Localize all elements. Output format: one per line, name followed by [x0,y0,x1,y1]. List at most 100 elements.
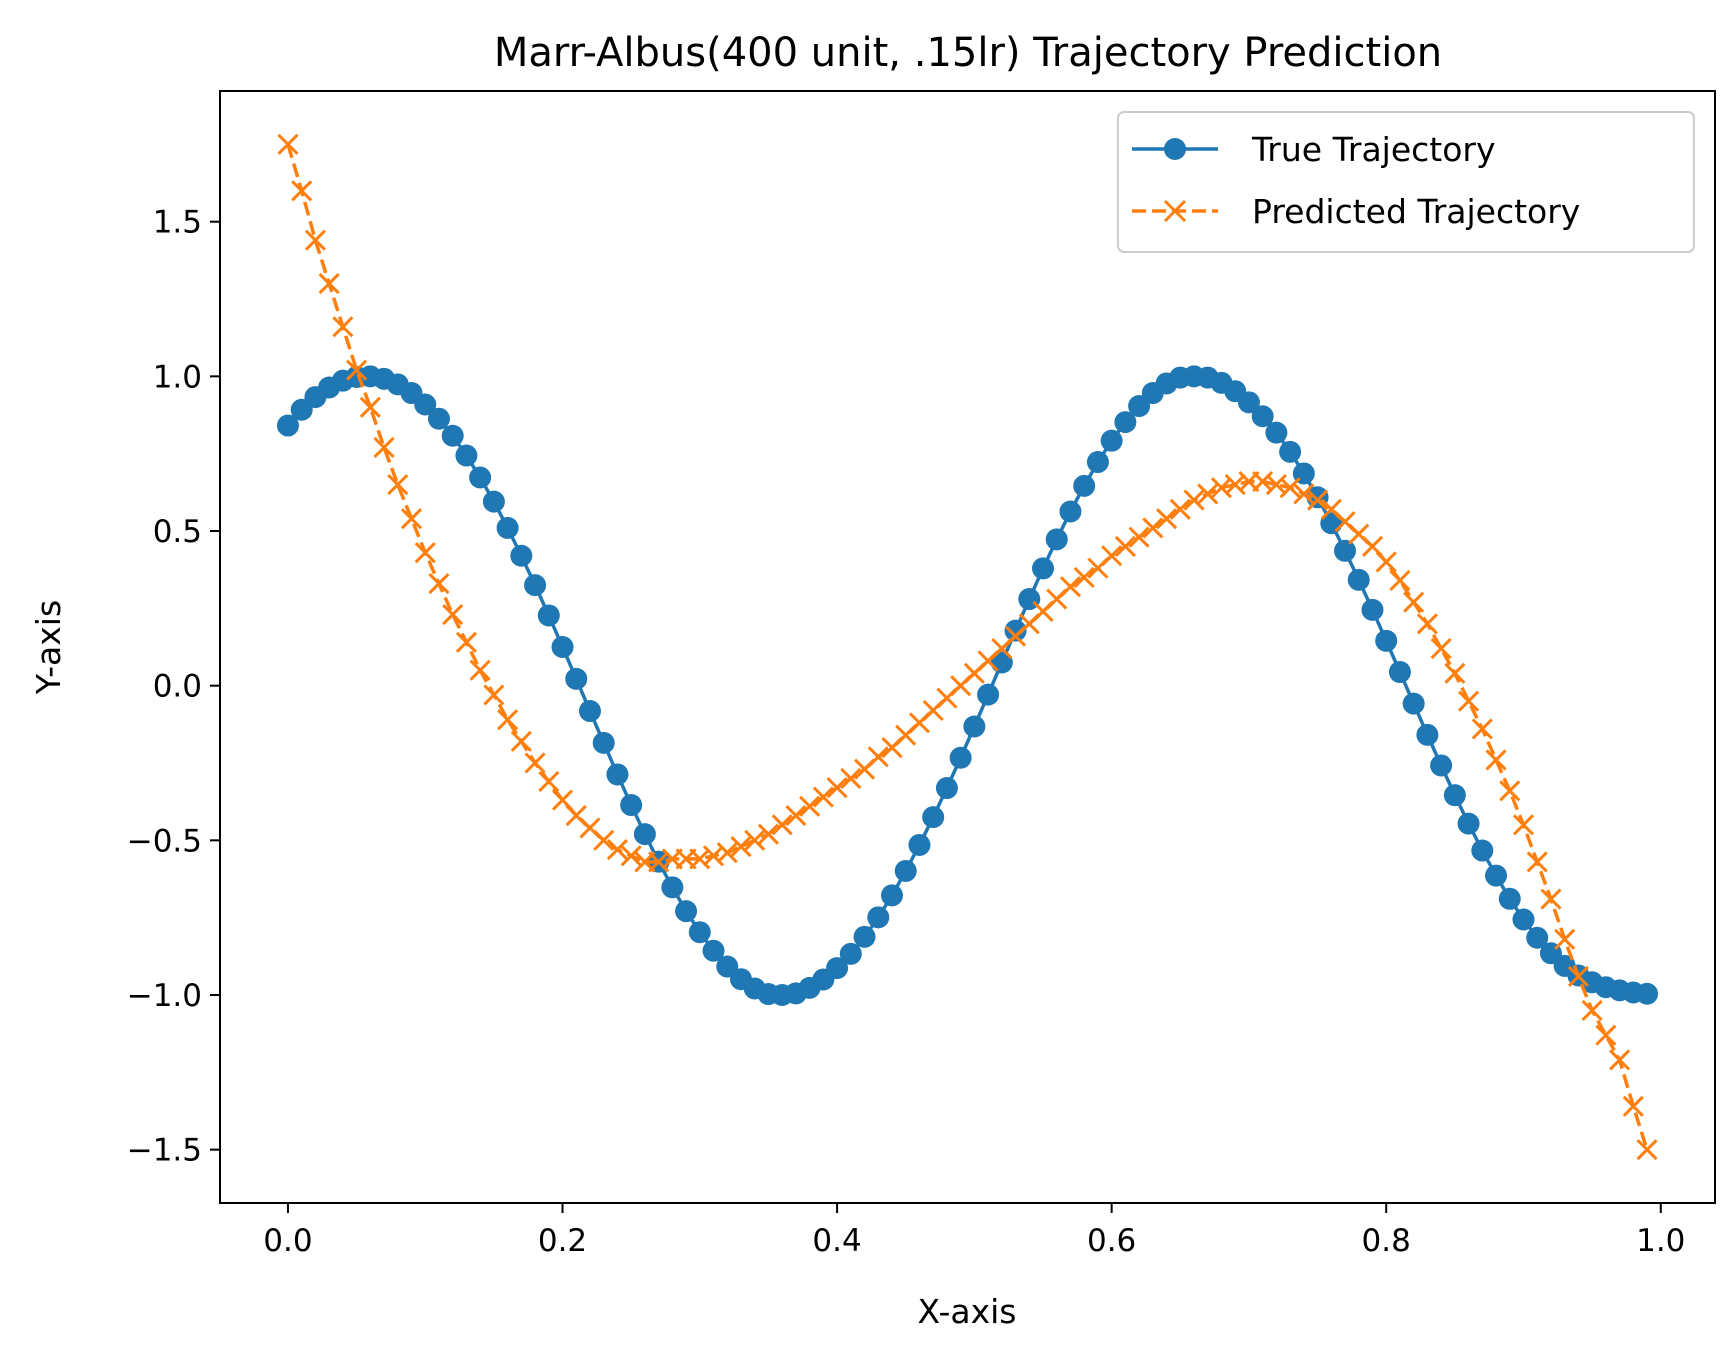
series-0-point-42 [853,925,876,948]
series-0-point-86 [1457,812,1480,835]
series-0-point-72 [1265,421,1288,444]
series-1-point-39 [812,786,834,808]
series-1-point-14 [469,659,491,681]
series-1-point-36 [771,814,793,836]
axes: 0.0 0.2 0.4 0.6 0.8 1.0 −1.5 −1.0 −0.5 0.0 0.5 1.0 1… [127,205,1686,1259]
series-0-point-62 [1128,395,1151,418]
series-1-point-43 [867,746,889,768]
series-1-point-25 [620,845,642,867]
series-1-point-82 [1403,591,1425,613]
legend-true-marker [1164,138,1186,160]
series-1-point-92 [1540,888,1562,910]
series-0-point-19 [537,604,560,627]
series-0-point-16 [496,516,519,539]
series-1-point-1 [291,180,313,202]
series-1-point-7 [373,436,395,459]
legend-predicted-label: Predicted Trajectory [1252,192,1580,231]
series-1-point-10 [414,542,436,564]
series-1-point-95 [1581,999,1603,1022]
series-1-point-9 [400,508,423,530]
series-0-point-12 [441,424,464,447]
series-0-point-81 [1388,661,1411,684]
series-1-point-64 [1155,508,1178,530]
series-0-point-91 [1526,926,1549,949]
series-1-point-6 [359,396,381,418]
y-tick-label-2: −0.5 [127,823,202,859]
plot-frame [219,90,1716,1204]
series-0-point-77 [1334,539,1357,562]
series-1-point-66 [1183,489,1205,511]
series-1-point-8 [387,474,409,496]
series-1-point-19 [538,770,560,793]
series-1-point-85 [1444,662,1466,684]
series-0-point-14 [469,466,492,489]
series-0-point-41 [839,942,862,965]
series-0-point-85 [1443,784,1466,807]
series-1-point-88 [1485,749,1507,771]
series-1-point-63 [1142,517,1164,539]
y-tick-label-6: 1.5 [153,205,202,241]
series-1-point-67 [1197,483,1219,505]
series-0-point-53 [1004,619,1027,642]
legend: True Trajectory Predicted Trajectory [1117,111,1695,253]
series-1-point-34 [744,829,766,851]
series-line-0 [286,374,1648,997]
series-0-point-20 [551,636,574,658]
x-tick-label-5: 1.0 [1636,1223,1685,1259]
series-0-point-44 [880,884,903,907]
series-1-point-58 [1073,566,1095,588]
x-tick-label-2: 0.4 [812,1223,861,1259]
y-axis-label: Y-axis [29,600,68,695]
series-0-point-43 [867,906,890,929]
series-1-point-40 [826,777,848,799]
series-1-point-32 [716,842,738,864]
series-0-point-57 [1059,500,1082,523]
series-0-point-55 [1032,557,1055,580]
series-1-point-98 [1622,1095,1644,1117]
series-1-point-83 [1416,613,1438,635]
legend-true-label: True Trajectory [1251,130,1496,169]
series-1-point-16 [497,709,519,731]
series-1-point-87 [1471,718,1493,740]
series-0-point-78 [1347,568,1370,591]
series-0-point-26 [633,823,656,846]
series-0-point-46 [908,833,931,856]
series-1-point-2 [304,229,326,251]
y-tick-label-1: −1.0 [127,978,202,1014]
series-0-point-80 [1375,629,1398,652]
series-0-point-89 [1498,887,1521,910]
series-0-point-49 [949,746,972,769]
series-1-point-93 [1554,928,1576,950]
y-tick-label-4: 0.5 [153,514,202,550]
series-1-point-97 [1609,1049,1631,1071]
series-1-point-23 [593,829,615,851]
chart-title: Marr-Albus(400 unit, .15lr) Trajectory P… [494,30,1442,76]
series-0-point-13 [455,444,478,467]
series-0-point-29 [675,900,698,923]
series-1-point-75 [1307,489,1329,511]
series-0-point-11 [427,407,450,430]
series-0-point-73 [1279,440,1302,463]
series-1-point-13 [455,631,477,653]
series-0-point-40 [826,957,849,980]
series-0-point-70 [1237,391,1260,414]
x-axis-label: X-axis [918,1292,1017,1331]
series-0-point-50 [963,715,986,738]
series-0-point-45 [894,859,917,882]
series-1-point-35 [757,823,780,845]
plot-area [276,133,1659,1161]
series-0-point-82 [1402,692,1425,715]
series-1-point-41 [840,767,862,790]
series-1-point-90 [1512,814,1535,836]
y-tick-label-5: 1.0 [153,359,202,395]
series-1-point-33 [730,835,752,858]
series-0-point-58 [1073,474,1096,497]
series-0-point-15 [482,490,505,513]
series-1-point-74 [1293,483,1315,505]
series-1-point-5 [346,359,368,381]
series-1-point-12 [442,603,464,626]
series-0-point-24 [606,763,629,786]
series-0-point-18 [524,574,547,597]
series-0-point-88 [1485,864,1508,887]
